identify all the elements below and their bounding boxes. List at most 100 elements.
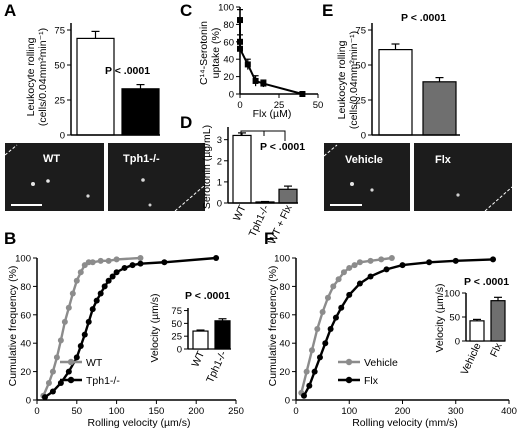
micrograph-flx (414, 143, 512, 211)
legend-vehicle-marker (345, 358, 353, 366)
panel-b-data-point (97, 257, 104, 264)
panel-c-ylabel-2: uptake (%) (210, 28, 222, 79)
panel-e-ylabel-2: (cells/0.04mm²min⁻¹) (348, 31, 360, 129)
panel-b-x-tick-label: 100 (109, 406, 125, 417)
panel-e-pvalue: P < .0001 (401, 12, 446, 24)
panel-f-y-tick-label: 100 (274, 254, 290, 265)
panel-c-ylabel-1: C¹⁴-Serotonin (198, 21, 210, 85)
panel-a-bar (121, 88, 160, 136)
panel-label-d: D (180, 113, 192, 132)
panel-f-data-point (308, 347, 315, 354)
panel-f-inset-ylabel: Velocity (µm/s) (434, 283, 446, 352)
panel-b-data-point (57, 379, 64, 386)
panel-f-inset-y-tick-label: 50 (449, 313, 460, 324)
panel-e-y-tick-label: 75 (355, 26, 366, 37)
panel-c-data-point (237, 17, 243, 24)
panel-e-y-tick-label: 25 (355, 96, 366, 107)
panel-d-y-tick-label: 0 (217, 199, 222, 210)
panel-f-data-point (426, 259, 433, 266)
panel-d-bar (278, 188, 298, 204)
panel-b-inset-category-label: Tph1-/- (204, 349, 229, 385)
panel-e-y-tick-label: 0 (361, 131, 366, 142)
panel-f-data-point (346, 291, 353, 298)
panel-b-inset-category-label: WT (189, 349, 207, 369)
panel-a-bar (76, 37, 115, 136)
panel-f-data-point (356, 280, 363, 287)
panel-f-data-point (314, 326, 321, 332)
panel-f-data-point (356, 259, 363, 266)
panel-d-bar (232, 134, 252, 204)
legend-tph1-label: Tph1-/- (86, 375, 120, 387)
vessel-edge-line (4, 144, 18, 156)
panel-b-data-point (49, 368, 56, 375)
panel-b-x-tick-label: 200 (188, 406, 204, 417)
panel-f-y-tick-label: 0 (285, 396, 290, 407)
panel-f-data-point (324, 294, 331, 301)
panel-c-y-tick-label: 20 (223, 72, 234, 83)
leukocyte-dot (148, 203, 152, 207)
panel-f-data-point (335, 276, 342, 283)
panel-f-legend: Vehicle Flx (338, 357, 398, 387)
panel-f-data-point (383, 266, 390, 273)
panel-b-ylabel: Cumulative frequency (%) (7, 266, 19, 387)
panel-b-data-point (41, 394, 48, 401)
panel-a-y-tick-label: 0 (60, 131, 65, 142)
panel-f-data-point (490, 256, 497, 263)
panel-b-inset-y-tick-label: 50 (171, 319, 182, 330)
panel-b-data-point (81, 331, 88, 338)
panel-f-inset-bar (490, 300, 506, 342)
panel-b-series-line (44, 256, 217, 399)
leukocyte-dot (86, 194, 90, 198)
panel-b-data-point (97, 290, 104, 297)
panel-e-bar (378, 48, 413, 136)
panel-c-x-tick-label: 0 (237, 100, 242, 111)
panel-d-ylabel: Serotonin (µg/mL) (201, 125, 213, 209)
panel-f: Cumulative frequency (%) 0 20 40 60 80 100 0 10… (267, 254, 517, 430)
panel-c: C¹⁴-Serotonin uptake (%) 0 20 40 60 80 100 0 25… (198, 3, 323, 121)
panel-c-data-point (260, 80, 267, 87)
panel-e-bar (422, 81, 457, 136)
panel-b-inset-bar (214, 320, 231, 350)
panel-b-x-tick-label: 0 (34, 406, 39, 417)
panel-b-x-tick-label: 150 (148, 406, 164, 417)
panel-b-data-point (105, 257, 112, 264)
panel-label-a: A (4, 1, 16, 20)
panel-f-data-point (300, 392, 307, 399)
vessel-edge-line (323, 144, 338, 157)
vessel-edge-line (484, 186, 513, 212)
micrograph-tph1-label: Tph1-/- (123, 153, 160, 165)
micrograph-vehicle (324, 143, 410, 211)
panel-b-y-tick-label: 80 (20, 282, 31, 293)
panel-d-significance-bracket (240, 130, 286, 141)
panel-label-b: B (4, 229, 16, 248)
panel-c-data-point (252, 77, 259, 84)
panel-f-data-point (306, 382, 313, 389)
panel-b-data-point (77, 269, 84, 276)
panel-b-data-point (57, 337, 64, 344)
panel-f-data-point (452, 257, 459, 264)
panel-b-data-point (49, 388, 56, 395)
panel-b-y-tick-label: 60 (20, 310, 31, 321)
panel-a-pvalue: P < .0001 (105, 65, 150, 77)
panel-b-data-point (113, 269, 120, 276)
panel-b-data-point (61, 318, 68, 325)
panel-a-ylabel-2: (cells/0.04mm²min⁻¹) (37, 28, 49, 126)
panel-c-data-point (237, 45, 243, 52)
panel-f-inset-pvalue: P < .0001 (464, 276, 509, 288)
panel-f-data-point (388, 255, 395, 261)
panel-label-c: C (180, 1, 192, 20)
panel-a-micrographs: WT Tph1-/- (4, 143, 206, 212)
panel-f-y-tick-label: 60 (279, 310, 290, 321)
panel-b-y-tick-label: 0 (26, 396, 31, 407)
panel-b-data-point (89, 259, 96, 266)
panel-b-data-point (65, 304, 72, 311)
legend-wt-label: WT (86, 357, 103, 369)
legend-flx-marker (345, 376, 353, 384)
panel-f-data-point (330, 283, 337, 290)
panel-f-inset-category-label: Vehicle (459, 341, 484, 377)
legend-vehicle-label: Vehicle (364, 357, 398, 369)
panel-b-data-point (113, 256, 120, 263)
panel-b: Cumulative frequency (%) 0 20 40 60 80 100 0 50… (7, 254, 244, 430)
panel-b-data-point (161, 259, 168, 266)
